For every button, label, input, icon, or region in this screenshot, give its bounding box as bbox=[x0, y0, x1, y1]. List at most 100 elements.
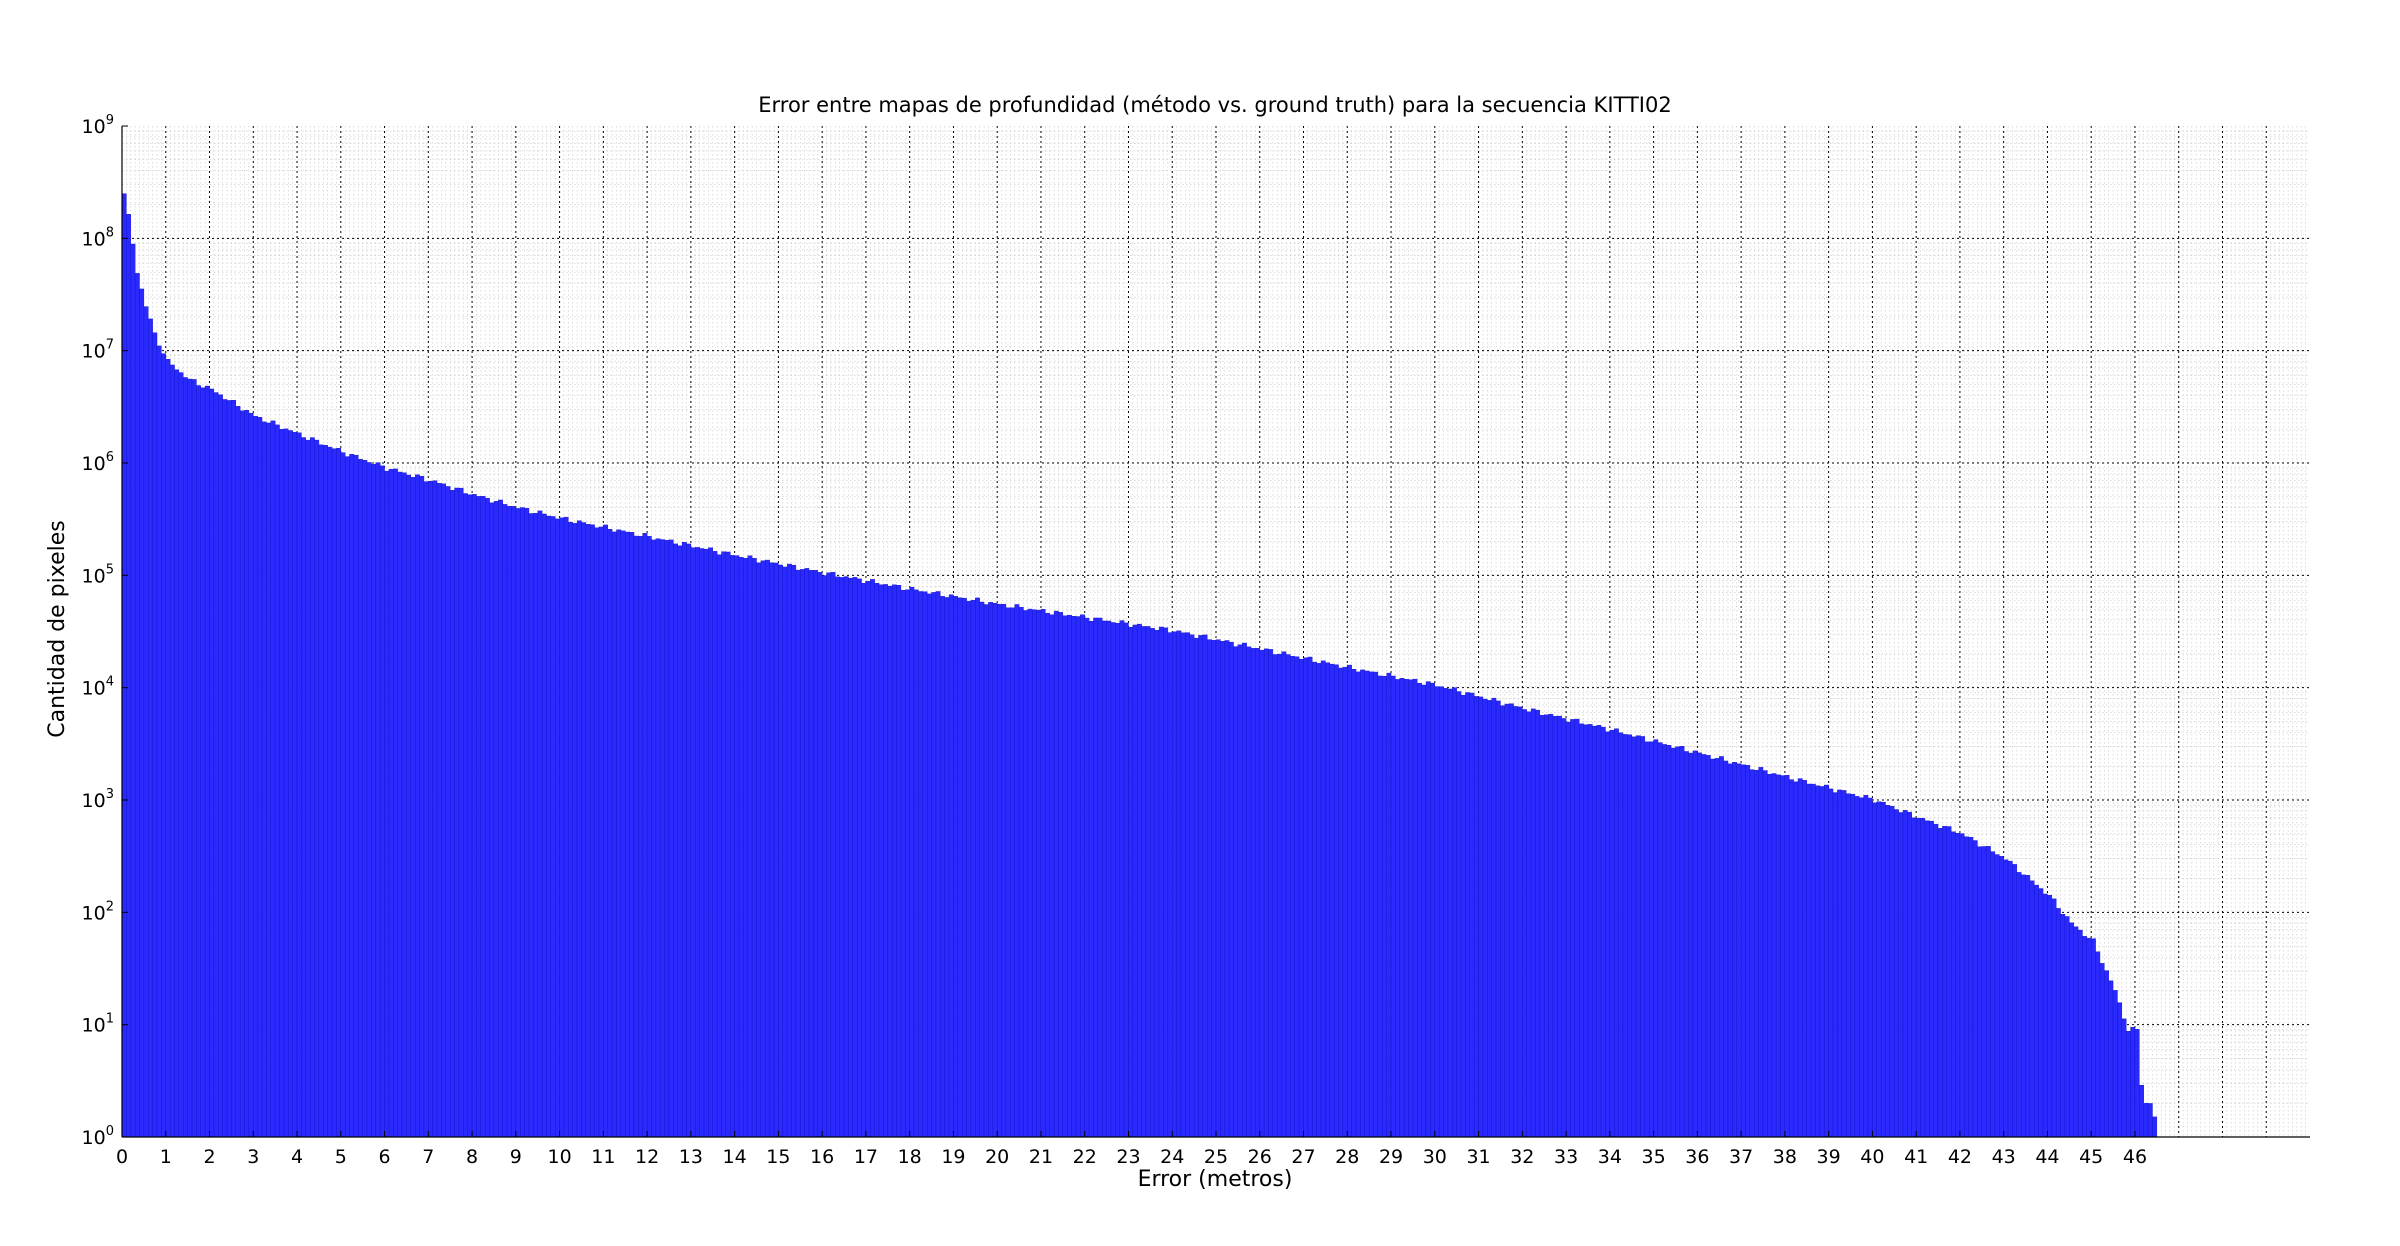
histogram-bar bbox=[1736, 763, 1742, 1138]
histogram-bar bbox=[1062, 615, 1068, 1138]
histogram-bar bbox=[1946, 826, 1952, 1138]
histogram-bar bbox=[480, 495, 486, 1138]
histogram-bar bbox=[638, 536, 643, 1138]
x-tick-label: 23 bbox=[1116, 1146, 1140, 1168]
y-tick-label: 109 bbox=[82, 113, 114, 138]
histogram-bar bbox=[738, 557, 744, 1138]
histogram-bar bbox=[2038, 888, 2044, 1138]
histogram-bar bbox=[340, 452, 346, 1138]
histogram-bar bbox=[944, 597, 950, 1138]
histogram-bar bbox=[703, 548, 709, 1138]
histogram-bar bbox=[800, 569, 805, 1138]
histogram-bar bbox=[327, 446, 333, 1138]
x-tick-label: 7 bbox=[422, 1146, 434, 1168]
x-tick-label: 11 bbox=[591, 1146, 615, 1168]
histogram-bar bbox=[1517, 706, 1523, 1138]
histogram-bar bbox=[2073, 926, 2079, 1138]
histogram-bar bbox=[1417, 683, 1422, 1138]
histogram-bar bbox=[1189, 634, 1195, 1138]
x-tick-label: 30 bbox=[1423, 1146, 1447, 1168]
histogram-bar bbox=[323, 445, 328, 1138]
histogram-bar bbox=[1053, 610, 1059, 1138]
histogram-bar bbox=[362, 460, 368, 1138]
histogram-bar bbox=[1242, 642, 1247, 1138]
histogram-bar bbox=[1797, 778, 1803, 1138]
x-tick-label: 40 bbox=[1860, 1146, 1884, 1168]
histogram-bar bbox=[1355, 671, 1361, 1138]
histogram-bar bbox=[1745, 765, 1751, 1138]
histogram-bar bbox=[401, 472, 407, 1138]
y-tick-label: 101 bbox=[82, 1012, 114, 1037]
x-tick-label: 39 bbox=[1817, 1146, 1841, 1168]
histogram-bar bbox=[1425, 681, 1431, 1138]
histogram-bar bbox=[826, 572, 832, 1138]
x-tick-label: 33 bbox=[1554, 1146, 1578, 1168]
histogram-bar bbox=[511, 506, 517, 1138]
histogram-bar bbox=[616, 529, 622, 1138]
histogram-bar bbox=[528, 513, 534, 1138]
histogram-bar bbox=[1285, 654, 1291, 1138]
histogram-bar bbox=[734, 555, 740, 1138]
histogram-bar bbox=[1740, 764, 1746, 1138]
histogram-bar bbox=[1250, 648, 1256, 1138]
histogram-bar bbox=[931, 592, 937, 1138]
histogram-bar bbox=[598, 526, 604, 1138]
histogram-bar bbox=[1771, 773, 1777, 1138]
histogram-bar bbox=[594, 527, 600, 1138]
histogram-bar bbox=[655, 538, 661, 1138]
histogram-bar bbox=[187, 378, 193, 1138]
histogram-bar bbox=[143, 306, 149, 1138]
histogram-bar bbox=[1412, 678, 1418, 1138]
histogram-bar bbox=[603, 524, 608, 1138]
histogram-bar bbox=[1565, 721, 1571, 1138]
histogram-bar bbox=[546, 515, 552, 1138]
histogram-bar bbox=[1684, 751, 1689, 1138]
histogram-bar bbox=[2064, 916, 2070, 1138]
x-tick-label: 9 bbox=[510, 1146, 522, 1168]
histogram-bar bbox=[1972, 840, 1978, 1138]
histogram-bar bbox=[1705, 755, 1711, 1138]
histogram-bar bbox=[970, 599, 976, 1138]
histogram-bar bbox=[1027, 608, 1033, 1138]
x-tick-label: 35 bbox=[1642, 1146, 1666, 1168]
histogram-bar bbox=[502, 504, 508, 1138]
histogram-bar bbox=[1325, 662, 1330, 1138]
x-tick-label: 13 bbox=[679, 1146, 703, 1168]
histogram-bar bbox=[1158, 626, 1164, 1138]
histogram-bar bbox=[1421, 684, 1427, 1138]
histogram-bar bbox=[778, 564, 783, 1138]
x-tick-label: 31 bbox=[1466, 1146, 1490, 1168]
histogram-bar bbox=[913, 589, 919, 1138]
histogram-bar bbox=[1907, 811, 1912, 1138]
x-tick-label: 38 bbox=[1773, 1146, 1797, 1168]
histogram-bar bbox=[239, 410, 245, 1138]
histogram-bar bbox=[896, 585, 902, 1138]
histogram-bar bbox=[169, 364, 175, 1138]
histogram-bar bbox=[997, 603, 1002, 1138]
histogram-bar bbox=[493, 501, 499, 1138]
histogram-bar bbox=[270, 420, 276, 1138]
histogram-bar bbox=[1692, 750, 1698, 1138]
histogram-bar bbox=[1675, 746, 1681, 1138]
histogram-bar bbox=[865, 581, 871, 1138]
histogram-bar bbox=[257, 417, 263, 1138]
histogram-bar bbox=[1329, 663, 1335, 1138]
histogram-bar bbox=[2126, 1031, 2131, 1138]
histogram-bar bbox=[1701, 754, 1707, 1138]
histogram-bar bbox=[388, 469, 394, 1138]
histogram-bar bbox=[476, 496, 482, 1138]
histogram-bar bbox=[279, 429, 285, 1138]
histogram-bar bbox=[1119, 620, 1125, 1138]
histogram-bar bbox=[1504, 703, 1510, 1138]
histogram-bar bbox=[813, 570, 818, 1138]
histogram-bar bbox=[520, 507, 525, 1138]
histogram-bar bbox=[625, 531, 630, 1138]
histogram-bar bbox=[1714, 758, 1720, 1138]
histogram-bar bbox=[1185, 632, 1190, 1138]
histogram-bar bbox=[1959, 833, 1965, 1138]
histogram-bar bbox=[2060, 914, 2066, 1138]
x-tick-label: 26 bbox=[1248, 1146, 1272, 1168]
histogram-bar bbox=[983, 604, 989, 1138]
histogram-bar bbox=[349, 453, 355, 1138]
histogram-bar bbox=[1473, 696, 1479, 1138]
